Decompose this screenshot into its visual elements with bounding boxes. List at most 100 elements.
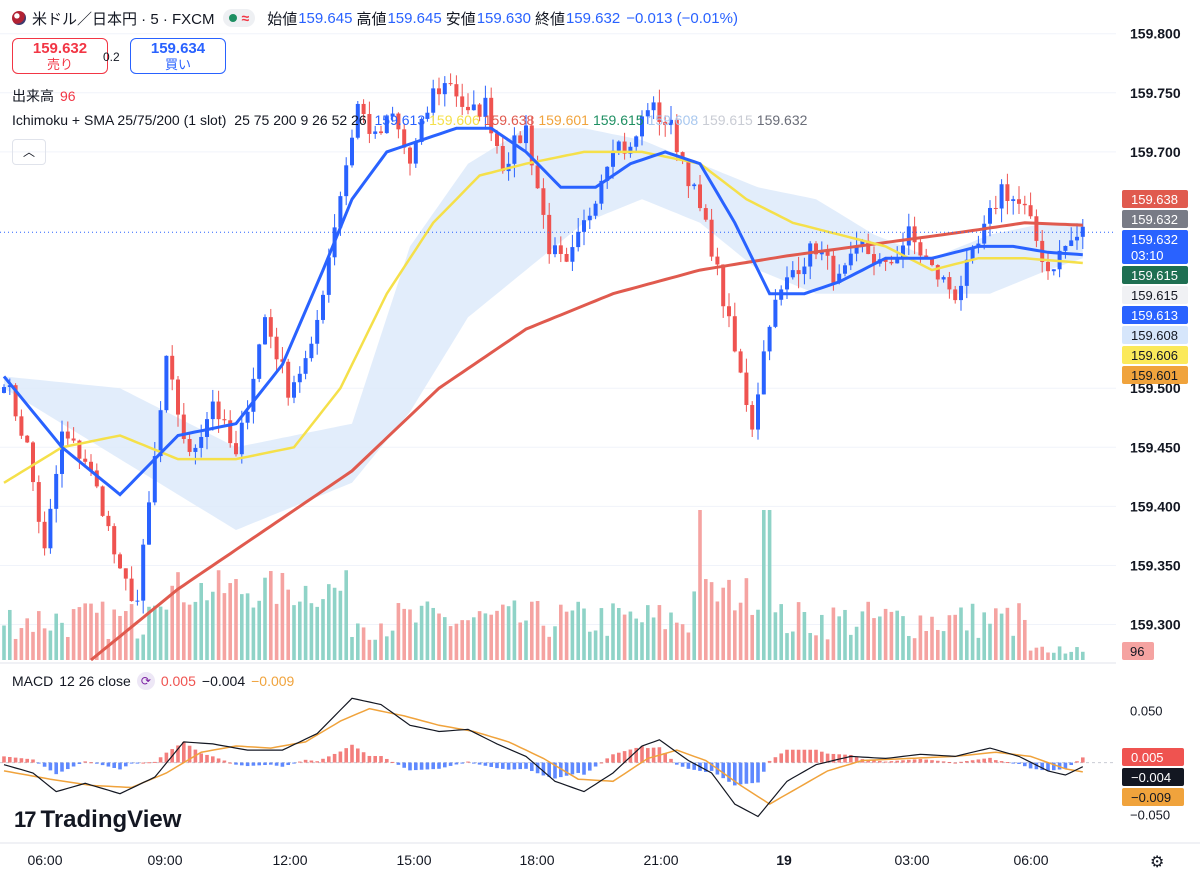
candle-body <box>274 336 279 360</box>
price-tick-label: 159.300 <box>1130 617 1181 633</box>
buy-label: 買い <box>164 57 191 72</box>
macd-hist-bar <box>1040 762 1044 771</box>
macd-hist-bar <box>373 755 377 763</box>
candle-body <box>773 299 778 327</box>
volume-bar <box>651 617 656 660</box>
candle-body <box>860 240 865 246</box>
gear-icon[interactable]: ⚙ <box>1150 854 1165 871</box>
volume-bar <box>454 623 459 660</box>
ichimoku-legend[interactable]: Ichimoku + SMA 25/75/200 (1 slot) 25 75 … <box>12 112 815 128</box>
candle-body <box>953 289 958 301</box>
macd-hist-bar <box>472 762 476 764</box>
macd-hist-bar <box>1052 762 1056 771</box>
macd-hist-bar <box>901 760 905 763</box>
macd-hist-bar <box>796 749 801 763</box>
candle-body <box>477 104 482 117</box>
volume-bar <box>443 617 447 660</box>
usd-flag-icon <box>12 11 26 25</box>
macd-hist-bar <box>953 762 957 764</box>
macd-hist-bar <box>808 749 812 763</box>
macd-hist-bar <box>1046 762 1050 771</box>
macd-hist-bar <box>744 762 749 784</box>
macd-hist-bar <box>54 762 58 775</box>
candle-body <box>906 226 911 246</box>
market-status-pill[interactable]: ≈ <box>222 9 256 27</box>
volume-bar <box>744 578 749 660</box>
macd-hist-bar <box>588 762 592 771</box>
candle-body <box>199 436 204 448</box>
macd-hist-bar <box>205 754 209 763</box>
macd-hist-bar <box>646 748 650 763</box>
buy-button[interactable]: 159.634 買い <box>130 38 226 74</box>
candle-body <box>245 411 250 423</box>
volume-bar <box>831 607 836 660</box>
time-tick-label: 19 <box>776 852 792 868</box>
candle-body <box>42 521 47 549</box>
macd-hist-bar <box>924 759 928 763</box>
volume-bar <box>298 601 302 660</box>
candle-body <box>71 438 76 441</box>
volume-bar <box>25 618 29 660</box>
candle-body <box>251 378 256 412</box>
sell-price: 159.632 <box>32 40 88 57</box>
macd-hist-bar <box>396 762 401 765</box>
candle-body <box>628 146 633 154</box>
ichimoku-value: 159.632 <box>756 112 808 128</box>
volume-tag <box>1122 642 1154 660</box>
macd-hist-bar <box>245 762 250 767</box>
volume-bar <box>941 631 946 660</box>
volume-bar <box>437 613 441 660</box>
volume-bar <box>48 630 53 660</box>
candle-body <box>344 165 349 197</box>
cycle-icon[interactable]: ⟳ <box>136 672 155 690</box>
candle-body <box>181 414 186 439</box>
macd-hist-bar <box>773 757 778 763</box>
macd-hist-bar <box>332 753 337 763</box>
symbol-title[interactable]: 米ドル／日本円 · 5 · FXCM <box>32 10 215 28</box>
volume-bar <box>321 599 325 660</box>
volume-bar <box>634 618 638 660</box>
macd-legend[interactable]: MACD 12 26 close ⟳ 0.005 −0.004 −0.009 <box>12 672 294 690</box>
candle-body <box>738 351 743 373</box>
macd-hist-bar <box>95 762 99 764</box>
macd-hist-bar <box>222 760 227 763</box>
price-tag-label: 159.606 <box>1131 348 1178 363</box>
candle-body <box>2 387 6 393</box>
macd-hist-bar <box>408 762 412 771</box>
candle-body <box>106 515 111 527</box>
macd-hist-bar <box>535 762 540 774</box>
volume-bar <box>988 623 992 660</box>
macd-tag-label: 0.005 <box>1131 750 1164 765</box>
volume-legend[interactable]: 出来高 96 <box>12 86 76 106</box>
price-tag <box>1122 346 1188 364</box>
macd-hist-bar <box>622 751 627 763</box>
macd-hist-bar <box>582 762 586 775</box>
volume-bar <box>535 600 540 660</box>
volume-bar <box>901 616 905 660</box>
volume-bar <box>599 608 604 660</box>
macd-hist-bar <box>495 762 499 769</box>
candle-body <box>837 273 842 283</box>
volume-bar <box>796 602 801 660</box>
candle-body <box>721 264 726 307</box>
volume-bar <box>303 585 308 660</box>
candle-body <box>512 135 517 164</box>
macd-hist-bar <box>153 761 157 763</box>
candle-body <box>790 270 795 278</box>
macd-hist-bar <box>379 756 383 763</box>
candle-body <box>999 184 1004 209</box>
price-tag <box>1122 366 1188 384</box>
macd-hist-bar <box>350 744 354 763</box>
collapse-legend-button[interactable]: ︿ <box>12 139 46 165</box>
candle-body <box>100 486 105 516</box>
tradingview-logo[interactable]: 17 TradingView <box>14 806 181 834</box>
volume-bar <box>193 601 198 660</box>
volume-bar <box>750 614 754 660</box>
candle-body <box>935 265 940 280</box>
volume-bar <box>309 603 314 660</box>
candle-body <box>135 600 140 602</box>
macd-hist-bar <box>89 762 93 764</box>
open-value: 159.645 <box>298 9 353 27</box>
sell-button[interactable]: 159.632 売り <box>12 38 108 74</box>
